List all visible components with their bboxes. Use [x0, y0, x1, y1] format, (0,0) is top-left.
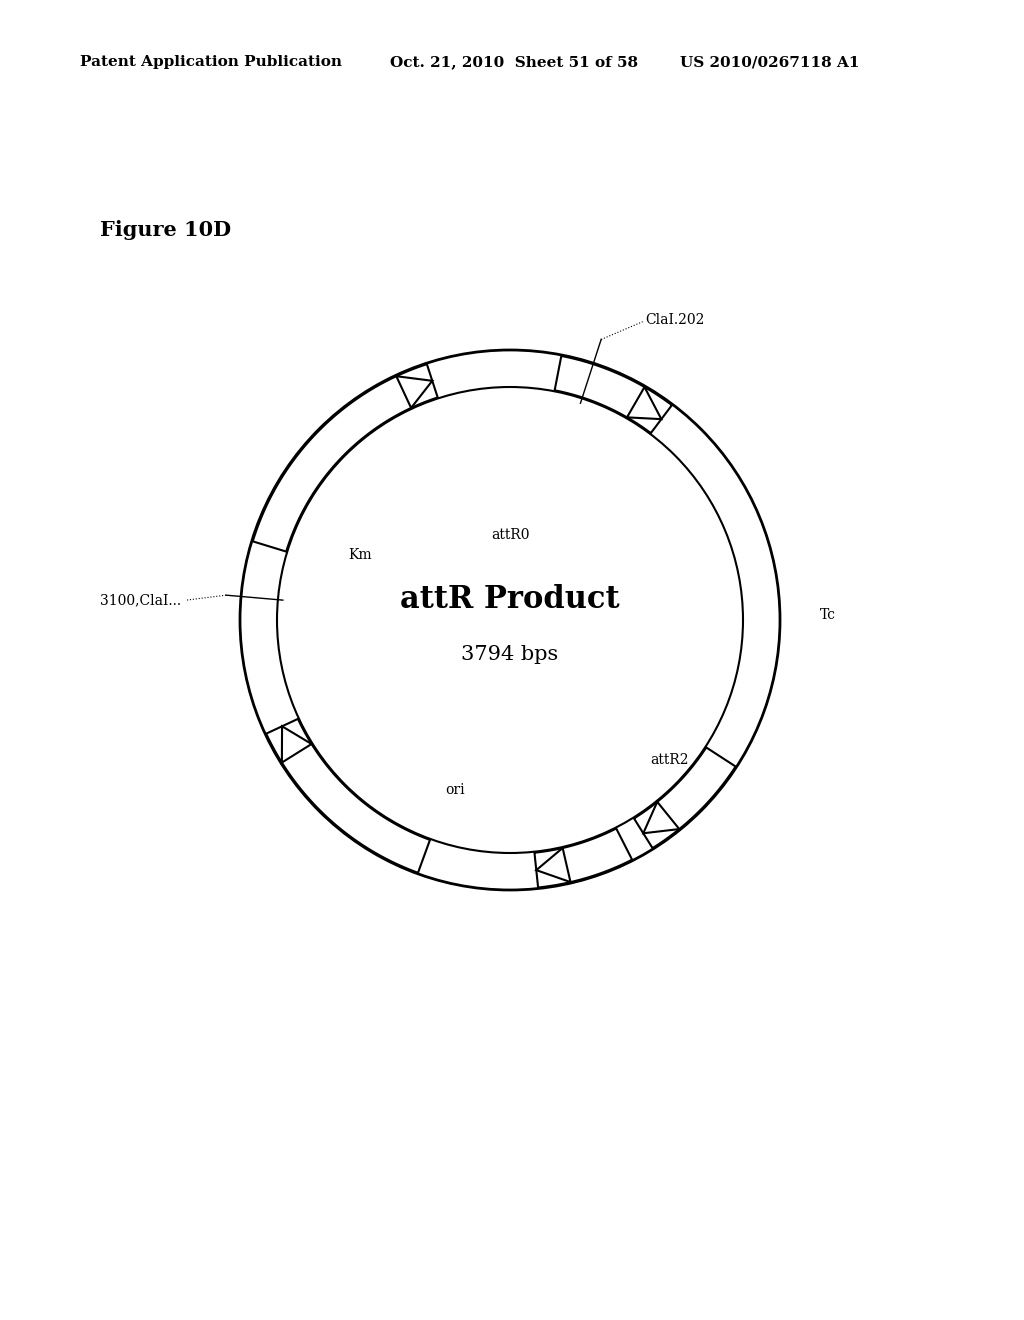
Polygon shape: [282, 726, 311, 763]
Text: Km: Km: [348, 548, 372, 562]
Polygon shape: [253, 364, 437, 552]
Text: ClaI.202: ClaI.202: [646, 313, 706, 326]
Polygon shape: [555, 356, 672, 433]
Text: Figure 10D: Figure 10D: [100, 220, 231, 240]
Polygon shape: [634, 747, 735, 849]
Text: ori: ori: [445, 783, 465, 797]
Polygon shape: [537, 847, 570, 882]
Text: attR Product: attR Product: [400, 585, 620, 615]
Polygon shape: [643, 801, 679, 833]
Polygon shape: [396, 376, 432, 408]
Polygon shape: [266, 719, 430, 873]
Polygon shape: [627, 387, 662, 420]
Text: Oct. 21, 2010  Sheet 51 of 58: Oct. 21, 2010 Sheet 51 of 58: [390, 55, 638, 69]
Text: 3100,ClaI...: 3100,ClaI...: [100, 593, 181, 607]
Text: Tc: Tc: [820, 609, 836, 622]
Text: US 2010/0267118 A1: US 2010/0267118 A1: [680, 55, 859, 69]
Polygon shape: [535, 829, 632, 887]
Text: 3794 bps: 3794 bps: [462, 645, 559, 664]
Text: attR0: attR0: [490, 528, 529, 543]
Text: attR2: attR2: [650, 752, 688, 767]
Text: Patent Application Publication: Patent Application Publication: [80, 55, 342, 69]
